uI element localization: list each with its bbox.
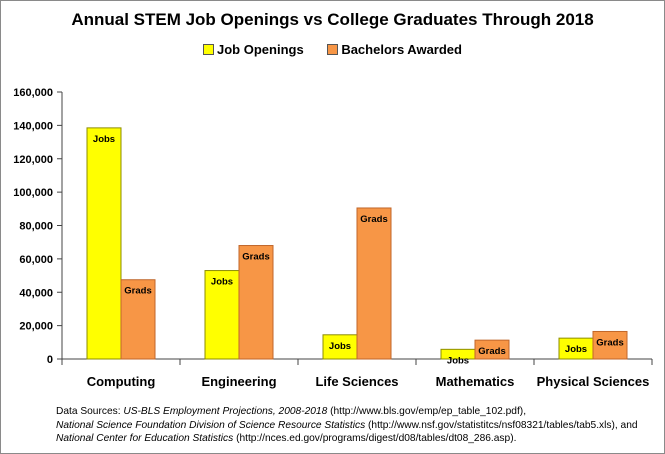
sources-line-3: National Center for Education Statistics…: [56, 432, 656, 446]
grads-bar-label: Grads: [124, 286, 151, 297]
jobs-bar: [204, 270, 240, 360]
legend-swatch-jobs: [203, 44, 215, 55]
sources-line-2: National Science Foundation Division of …: [56, 419, 656, 433]
jobs-bar-label: Jobs: [211, 277, 233, 288]
source-nces-title: National Center for Education Statistics: [56, 433, 234, 444]
legend-item-grads: Bachelors Awarded: [327, 42, 462, 57]
y-tick-label: 0: [47, 354, 53, 366]
legend-swatch-grads: [327, 44, 339, 55]
grads-bar: [592, 330, 628, 360]
source-bls-url: (http://www.bls.gov/emp/ep_table_102.pdf…: [327, 406, 527, 417]
x-category-label: Computing: [87, 374, 156, 389]
jobs-bar-label: Jobs: [93, 134, 115, 145]
y-tick-label: 140,000: [13, 120, 53, 132]
source-nces-url: (http://nces.ed.gov/programs/digest/d08/…: [233, 433, 517, 444]
jobs-bar-label: Jobs: [329, 341, 351, 352]
y-tick-label: 160,000: [13, 87, 53, 99]
grads-bar-label: Grads: [478, 346, 505, 357]
jobs-bar: [86, 127, 122, 360]
x-category-label: Life Sciences: [315, 374, 398, 389]
chart-title: Annual STEM Job Openings vs College Grad…: [71, 10, 594, 29]
data-sources: Data Sources: US-BLS Employment Projecti…: [56, 405, 656, 446]
y-tick-label: 60,000: [19, 254, 53, 266]
legend: Job Openings Bachelors Awarded: [0, 42, 665, 58]
legend-label-jobs: Job Openings: [217, 42, 304, 57]
grads-bar: [120, 279, 156, 360]
jobs-bar-label: Jobs: [447, 355, 469, 366]
x-category-label: Physical Sciences: [537, 374, 650, 389]
y-tick-label: 100,000: [13, 187, 53, 199]
source-bls-title: US-BLS Employment Projections, 2008-2018: [123, 406, 328, 417]
y-tick-label: 120,000: [13, 154, 53, 166]
grads-bar: [474, 339, 510, 360]
source-nsf-url: (http://www.nsf.gov/statistitcs/nsf08321…: [365, 419, 638, 431]
jobs-bar-label: Jobs: [565, 344, 587, 355]
y-tick-label: 40,000: [19, 287, 53, 299]
x-category-label: Engineering: [201, 374, 276, 389]
source-nsf-title: National Science Foundation Division of …: [56, 419, 366, 431]
grads-bar: [356, 207, 392, 360]
y-tick-label: 20,000: [19, 321, 53, 333]
legend-item-jobs: Job Openings: [203, 42, 304, 57]
grads-bar-label: Grads: [360, 214, 387, 225]
grads-bar: [238, 245, 274, 360]
grads-bar-label: Grads: [596, 337, 623, 348]
sources-prefix: Data Sources:: [56, 406, 124, 417]
legend-label-grads: Bachelors Awarded: [341, 42, 462, 57]
grads-bar-label: Grads: [242, 252, 269, 263]
x-category-label: Mathematics: [436, 374, 515, 389]
sources-line-1: Data Sources: US-BLS Employment Projecti…: [56, 405, 656, 419]
y-tick-label: 80,000: [19, 221, 53, 233]
